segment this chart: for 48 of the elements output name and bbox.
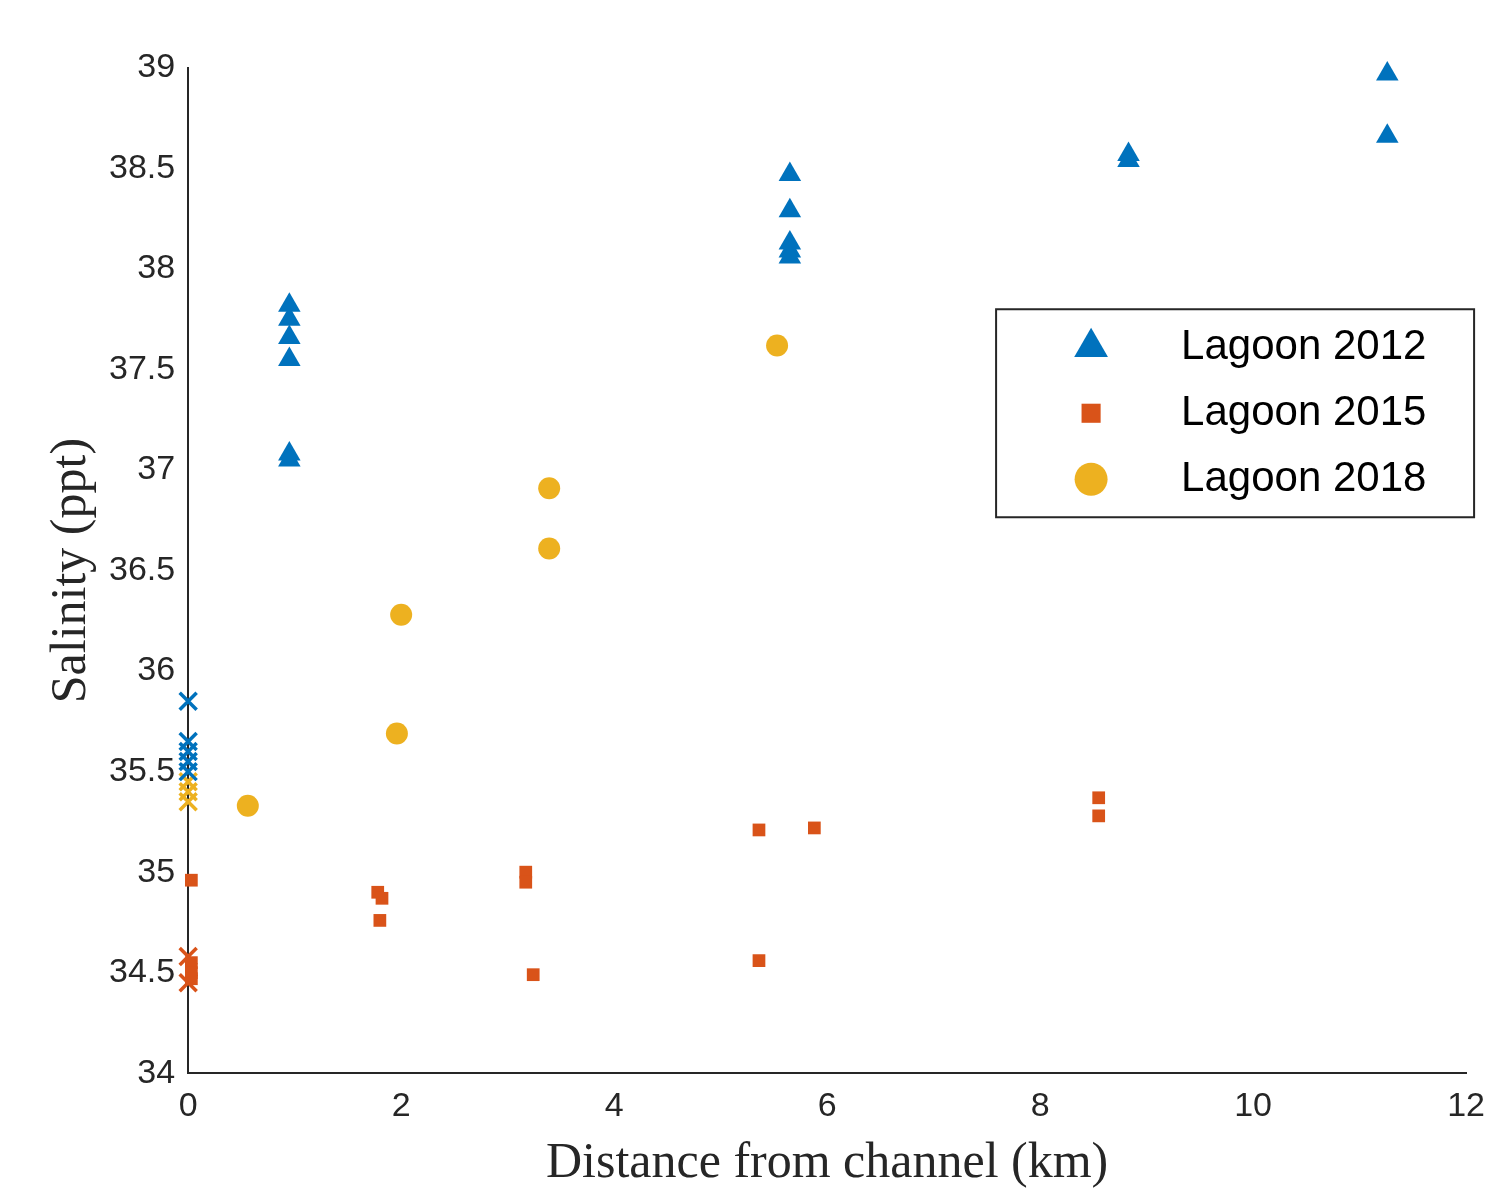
y-tick-label: 34 [137, 1051, 176, 1090]
point [390, 603, 413, 626]
y-tick-label: 37.5 [108, 347, 176, 386]
x-tick-label: 10 [1234, 1084, 1273, 1123]
y-tick-label: 35 [137, 850, 176, 889]
x-tick-label: 2 [391, 1084, 411, 1123]
x-axis-title: Distance from channel (km) [545, 1132, 1109, 1189]
legend-label: Lagoon 2018 [1181, 452, 1427, 500]
point [278, 324, 301, 344]
point [185, 873, 198, 887]
point [1376, 123, 1399, 143]
y-tick-label: 36 [137, 649, 176, 688]
point [752, 954, 766, 967]
point [519, 875, 533, 889]
point [778, 197, 802, 218]
point [1376, 61, 1399, 81]
y-tick-label: 37 [137, 448, 176, 487]
y-axis-title: Salinity (ppt) [40, 437, 97, 704]
y-tick-label: 39 [137, 46, 176, 85]
y-tick-label: 38 [137, 247, 176, 286]
y-tick-label: 36.5 [108, 548, 176, 587]
x-tick-label: 8 [1030, 1084, 1050, 1123]
point [807, 821, 821, 835]
legend-label: Lagoon 2015 [1181, 386, 1427, 434]
point [526, 968, 540, 982]
point [373, 914, 387, 927]
point [177, 691, 199, 712]
y-tick-label: 34.5 [108, 951, 176, 990]
point [185, 972, 198, 986]
point [538, 537, 561, 560]
point [385, 722, 408, 745]
point [778, 161, 802, 182]
x-tick-label: 4 [604, 1084, 624, 1123]
legend-label: Lagoon 2012 [1181, 320, 1427, 368]
x-tick-label: 0 [178, 1084, 198, 1123]
x-tick-label: 6 [817, 1084, 837, 1123]
point [177, 972, 199, 993]
point [1092, 809, 1106, 823]
point [1092, 791, 1106, 805]
point [278, 292, 301, 312]
y-tick-label: 35.5 [108, 750, 176, 789]
x-tick-label: 12 [1447, 1084, 1485, 1123]
y-tick-label: 38.5 [108, 146, 176, 185]
point [177, 781, 199, 802]
point [278, 346, 301, 367]
point [177, 946, 199, 967]
point [375, 891, 389, 905]
point [236, 794, 259, 817]
